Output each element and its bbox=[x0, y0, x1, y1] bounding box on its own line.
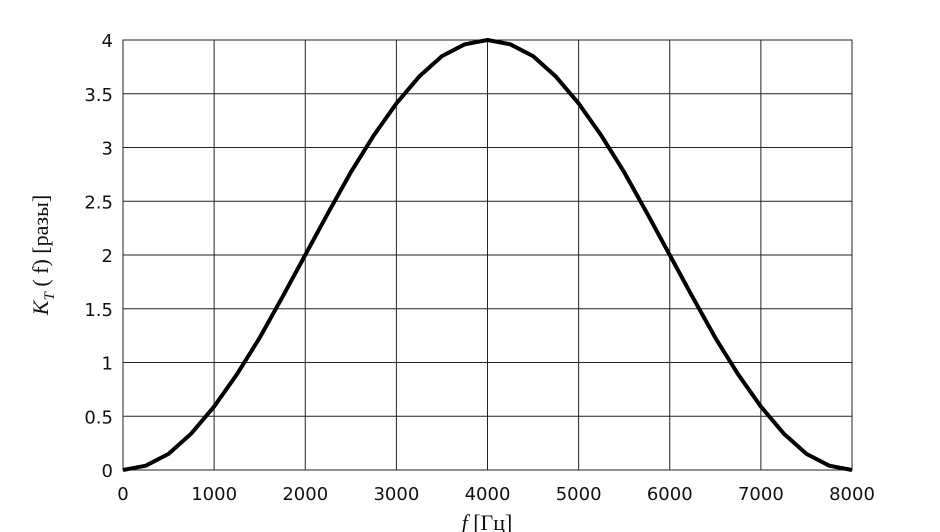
y-tick-label: 1 bbox=[102, 354, 113, 375]
y-tick-label: 3.5 bbox=[84, 85, 113, 106]
x-tick-label: 6000 bbox=[647, 484, 693, 505]
line bbox=[122, 38, 853, 472]
y-tick-label: 0.5 bbox=[84, 407, 113, 428]
x-tick-label: 3000 bbox=[373, 484, 419, 505]
y-tick-label: 1.5 bbox=[84, 300, 113, 321]
x-tick-label: 2000 bbox=[282, 484, 328, 505]
x-tick-label: 4000 bbox=[465, 484, 511, 505]
x-tick-label: 1000 bbox=[191, 484, 237, 505]
x-tick-label: 5000 bbox=[556, 484, 602, 505]
x-tick-label: 0 bbox=[117, 484, 128, 505]
x-tick-label: 7000 bbox=[738, 484, 784, 505]
y-tick-label: 3 bbox=[102, 139, 113, 160]
x-tick-label: 8000 bbox=[829, 484, 875, 505]
x-axis-label: f [Гц] bbox=[462, 510, 513, 532]
y-tick-label: 2 bbox=[102, 246, 113, 267]
y-tick-label: 0 bbox=[102, 461, 113, 482]
y-tick-label: 2.5 bbox=[84, 192, 113, 213]
y-tick-label: 4 bbox=[102, 31, 113, 52]
y-axis-label: KT ( f) [разы] bbox=[28, 195, 58, 316]
